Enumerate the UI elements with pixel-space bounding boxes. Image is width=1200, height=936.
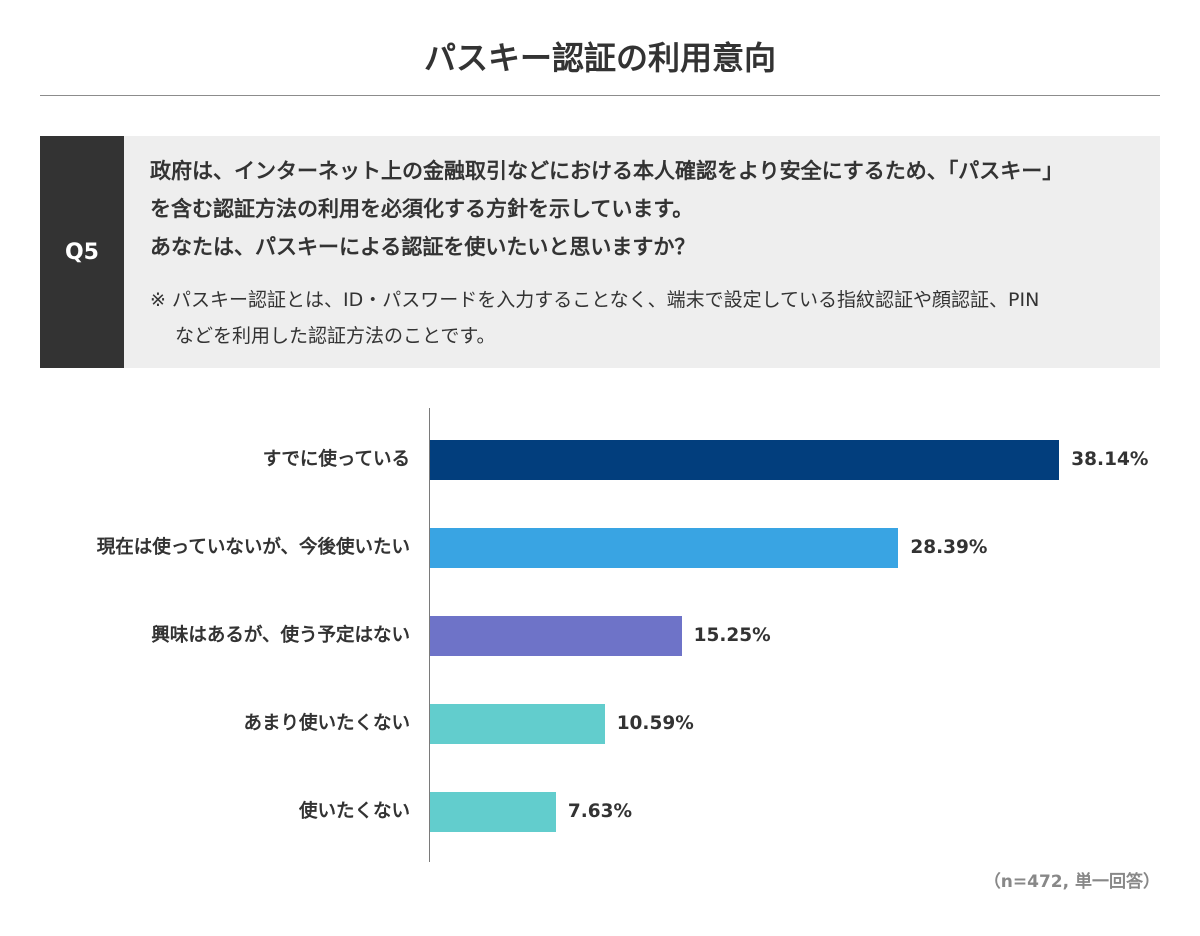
title-divider: [40, 95, 1160, 96]
question-text-line: 政府は、インターネット上の金融取引などにおける本人確認をより安全にするため、「パ…: [150, 159, 1064, 183]
category-label-1: すでに使っている: [262, 449, 410, 470]
category-label-2: 現在は使っていないが、今後使いたい: [96, 537, 410, 558]
question-number: Q5: [40, 136, 124, 368]
question-note-line: ※ パスキー認証とは、ID・パスワードを入力することなく、端末で設定している指紋…: [150, 289, 1040, 311]
category-label-4: あまり使いたくない: [243, 713, 410, 734]
data-label-4: 10.59%: [616, 713, 694, 734]
question-note: ※ パスキー認証とは、ID・パスワードを入力することなく、端末で設定している指紋…: [150, 282, 1146, 354]
bar-3: [430, 616, 682, 656]
data-label-2: 28.39%: [910, 537, 988, 558]
question-box: Q5 政府は、インターネット上の金融取引などにおける本人確認をより安全にするため…: [40, 136, 1160, 368]
data-label-3: 15.25%: [693, 625, 771, 646]
category-label-3: 興味はあるが、使う予定はない: [151, 625, 410, 646]
bar-1: [430, 440, 1060, 480]
question-text-line: あなたは、パスキーによる認証を使いたいと思いますか？: [150, 235, 696, 259]
data-label-1: 38.14%: [1071, 449, 1149, 470]
data-label-5: 7.63%: [567, 801, 633, 822]
bar-chart: すでに使っている 38.14% 現在は使っていないが、今後使いたい 28.39% 興味は…: [0, 400, 1200, 870]
question-text: 政府は、インターネット上の金融取引などにおける本人確認をより安全にするため、「パ…: [150, 152, 1146, 266]
chart-title: パスキー認証の利用意向: [423, 39, 776, 77]
bar-5: [430, 792, 556, 832]
question-note-line: などを利用した認証方法のことです。: [175, 325, 496, 347]
category-axis-line: [429, 408, 430, 862]
bar-4: [430, 704, 605, 744]
question-text-line: を含む認証方法の利用を必須化する方針を示しています。: [150, 197, 694, 221]
bar-2: [430, 528, 899, 568]
category-label-5: 使いたくない: [298, 801, 410, 822]
sample-size-note: （n=472, 単一回答）: [983, 872, 1160, 892]
